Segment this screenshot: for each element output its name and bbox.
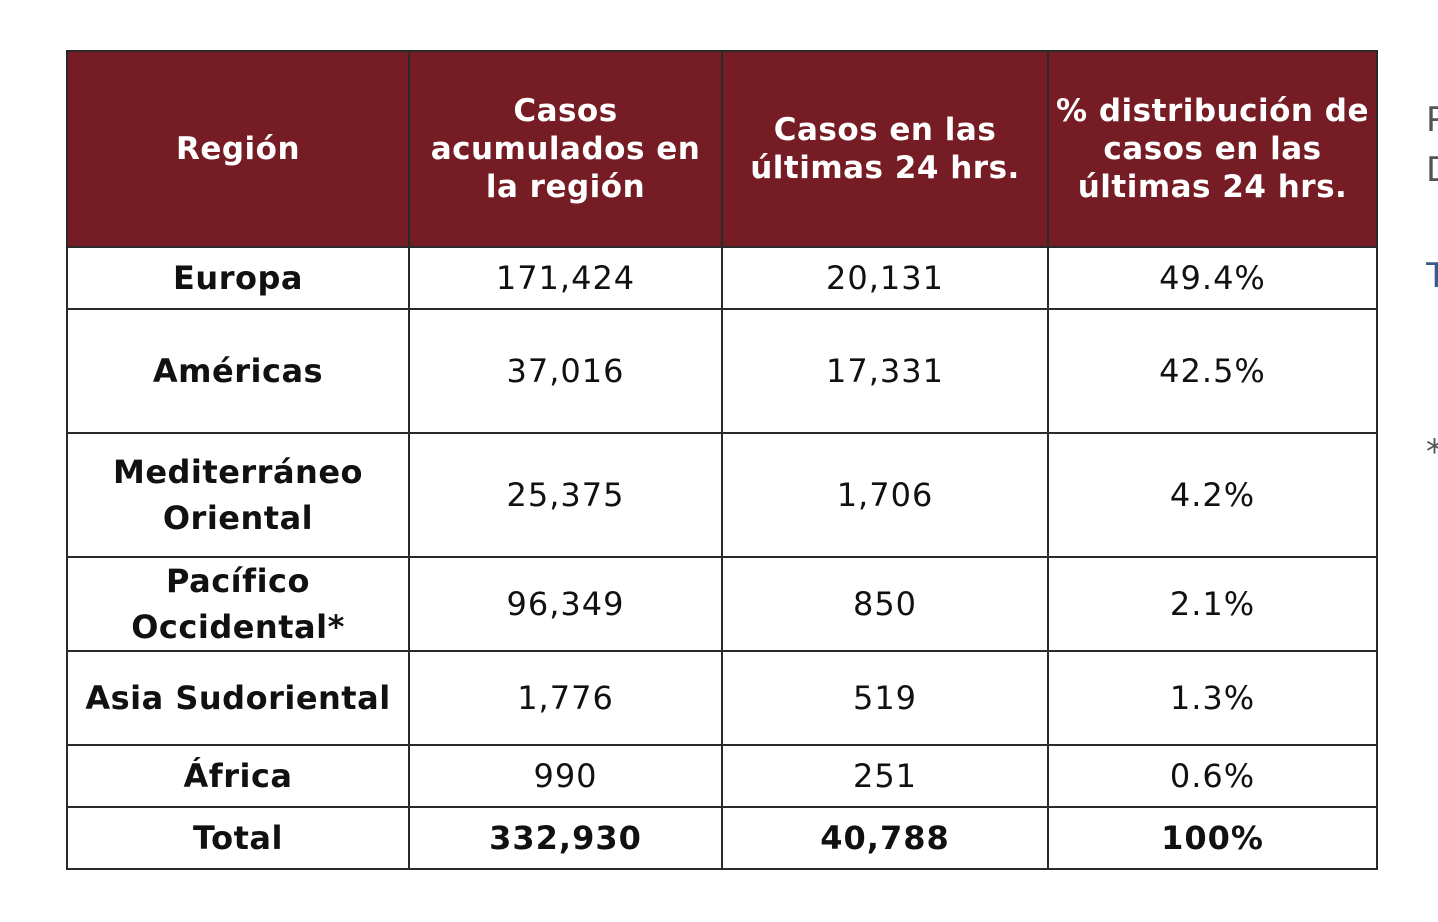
- side-text-fragment: T: [1426, 256, 1438, 296]
- side-text-fragment: D: [1426, 150, 1438, 190]
- cases-24h-cell: 519: [721, 650, 1049, 746]
- table-row: Mediterráneo Oriental 25,375 1,706 4.2%: [66, 432, 1378, 558]
- table-header-row: Región Casos acumulados en la región Cas…: [66, 50, 1378, 248]
- cumulative-cell: 990: [408, 744, 723, 808]
- cumulative-cell: 96,349: [408, 556, 723, 652]
- percent-cell: 2.1%: [1047, 556, 1378, 652]
- total-label-cell: Total: [66, 806, 410, 870]
- total-cases-24h-cell: 40,788: [721, 806, 1049, 870]
- cumulative-cell: 25,375: [408, 432, 723, 558]
- table-row: Américas 37,016 17,331 42.5%: [66, 308, 1378, 434]
- region-cell: África: [66, 744, 410, 808]
- percent-cell: 1.3%: [1047, 650, 1378, 746]
- percent-cell: 4.2%: [1047, 432, 1378, 558]
- percent-cell: 49.4%: [1047, 246, 1378, 310]
- total-percent-cell: 100%: [1047, 806, 1378, 870]
- cumulative-cell: 37,016: [408, 308, 723, 434]
- side-text-fragment: P: [1426, 100, 1438, 140]
- table-row: Europa 171,424 20,131 49.4%: [66, 246, 1378, 310]
- header-cases-24h: Casos en las últimas 24 hrs.: [721, 50, 1049, 248]
- cumulative-cell: 1,776: [408, 650, 723, 746]
- table-row: Asia Sudoriental 1,776 519 1.3%: [66, 650, 1378, 746]
- region-cell: Asia Sudoriental: [66, 650, 410, 746]
- percent-cell: 42.5%: [1047, 308, 1378, 434]
- table-row: África 990 251 0.6%: [66, 744, 1378, 808]
- cases-24h-cell: 20,131: [721, 246, 1049, 310]
- cases-24h-cell: 850: [721, 556, 1049, 652]
- cases-24h-cell: 251: [721, 744, 1049, 808]
- region-cell: Mediterráneo Oriental: [66, 432, 410, 558]
- side-text-fragment: *: [1426, 432, 1438, 472]
- percent-cell: 0.6%: [1047, 744, 1378, 808]
- cases-24h-cell: 1,706: [721, 432, 1049, 558]
- table-row: Pacífico Occidental* 96,349 850 2.1%: [66, 556, 1378, 652]
- region-cell: Pacífico Occidental*: [66, 556, 410, 652]
- header-distribution-24h: % distribución de casos en las últimas 2…: [1047, 50, 1378, 248]
- region-cell: Europa: [66, 246, 410, 310]
- cases-by-region-table: Región Casos acumulados en la región Cas…: [66, 50, 1378, 870]
- total-row: Total 332,930 40,788 100%: [66, 806, 1378, 870]
- header-cumulative-cases: Casos acumulados en la región: [408, 50, 723, 248]
- header-region: Región: [66, 50, 410, 248]
- region-cell: Américas: [66, 308, 410, 434]
- cases-24h-cell: 17,331: [721, 308, 1049, 434]
- total-cumulative-cell: 332,930: [408, 806, 723, 870]
- cumulative-cell: 171,424: [408, 246, 723, 310]
